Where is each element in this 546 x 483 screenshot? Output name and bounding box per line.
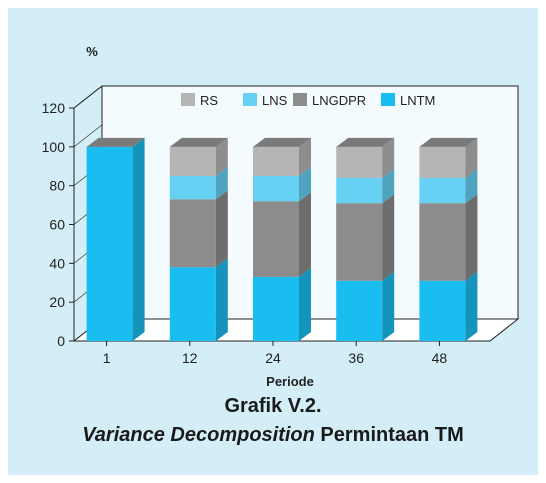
legend-swatch-lns [243,93,257,106]
bar-side-lntm-36 [382,271,395,341]
bar-side-lntm-24 [299,267,311,341]
y-tick-label: 0 [57,333,65,349]
y-tick-depth [73,85,103,109]
bar-lngdpr-24 [253,201,299,277]
x-tick-label: 12 [182,350,198,366]
bar-lntm-24 [253,276,299,341]
bar-top-12 [169,137,228,147]
bar-side-lngdpr-48 [465,194,478,281]
bar-side-lngdpr-36 [382,194,395,281]
bar-side-lns-36 [382,168,395,204]
y-tick-depth [73,124,103,148]
y-tick-label: 60 [49,217,65,233]
bar-rs-24 [253,146,299,176]
bar-rs-48 [419,146,466,178]
y-tick-label: 40 [49,255,65,271]
x-tick-label: 24 [265,350,281,366]
legend-swatch-lngdpr [293,93,307,106]
legend-swatch-rs [181,93,195,106]
legend-label-lntm: LNTM [400,93,435,108]
x-tick-label: 48 [432,350,448,366]
bar-rs-12 [169,146,216,176]
bar-lns-36 [336,177,383,204]
figure-title-rest: Permintaan TM [314,424,464,446]
bar-lngdpr-12 [169,199,216,268]
bar-lntm-1 [86,146,133,341]
x-axis-title: Periode [266,374,314,389]
bar-side-lntm-1 [132,137,145,341]
bar-top-24 [253,137,311,147]
bar-lngdpr-36 [336,203,383,281]
y-tick-label: 80 [49,178,65,194]
bar-side-rs-24 [299,137,311,176]
x-tick-label: 1 [103,350,111,366]
bar-lns-48 [419,177,466,204]
bar-lntm-48 [419,280,466,341]
bar-top-1 [86,137,145,147]
bar-lns-24 [253,175,299,202]
bar-lntm-36 [336,280,383,341]
bar-rs-36 [336,146,383,178]
bar-lns-12 [169,175,216,200]
y-tick-label: 20 [49,294,65,310]
bar-side-rs-12 [215,137,228,176]
bar-side-lns-24 [299,166,311,202]
bar-side-lns-48 [465,168,478,204]
bar-side-lntm-12 [215,258,228,341]
bar-top-48 [419,137,478,147]
legend-swatch-lntm [381,93,395,106]
legend-label-lngdpr: LNGDPR [312,93,366,108]
figure-title-italic: Variance Decomposition [82,424,315,446]
bar-lntm-12 [169,267,216,341]
y-axis-title: % [86,44,98,59]
bar-side-lntm-48 [465,271,478,341]
bar-side-lngdpr-24 [299,192,311,277]
legend-label-lns: LNS [262,93,288,108]
x-tick-label: 36 [348,350,364,366]
figure-label: Grafik V.2. [224,395,322,417]
bar-side-rs-48 [465,137,478,178]
y-tick-label: 120 [42,100,66,116]
bar-side-lns-12 [215,166,228,200]
legend-label-rs: RS [200,93,218,108]
figure-title: Variance Decomposition Permintaan TM [8,424,538,447]
bar-side-rs-36 [382,137,395,178]
bar-side-lngdpr-12 [215,190,228,268]
bar-lngdpr-48 [419,203,466,281]
bar-top-36 [336,137,395,147]
y-tick-label: 100 [42,139,66,155]
